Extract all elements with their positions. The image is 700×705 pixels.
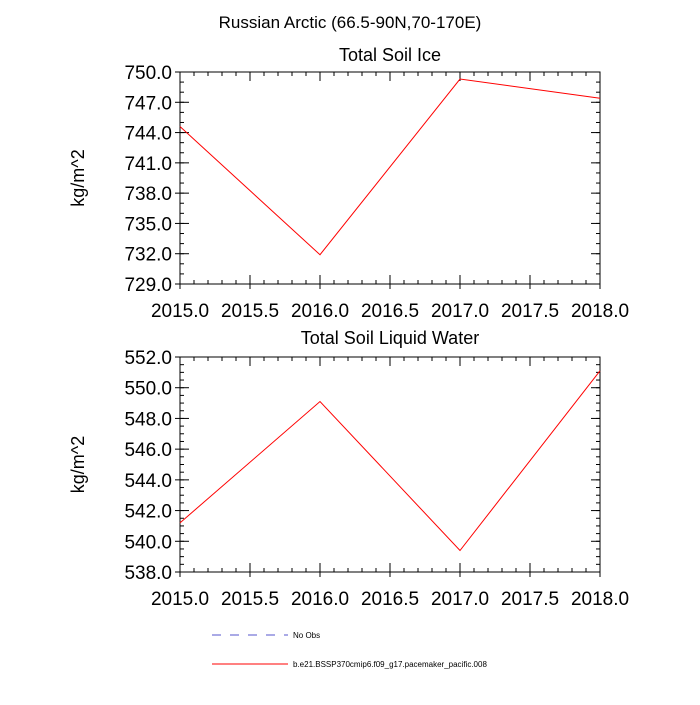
- panel-1-y-tick-label: 747.0: [124, 93, 172, 114]
- panel-2-y-tick-label: 548.0: [124, 409, 172, 430]
- panel-1-plot-frame: [179, 71, 601, 285]
- panel-1-y-tick-label: 732.0: [124, 245, 172, 266]
- panel-1-x-tick-label: 2015.5: [221, 301, 279, 322]
- panel-1-x-tick-label: 2017.0: [431, 301, 489, 322]
- panel-1-x-tick-label: 2015.0: [151, 301, 209, 322]
- panel-2-x-tick-label: 2017.5: [501, 589, 559, 610]
- figure-title: Russian Arctic (66.5-90N,70-170E): [219, 13, 482, 32]
- panel-2-x-tick-label: 2015.5: [221, 589, 279, 610]
- panel-2-x-tick-label: 2016.5: [361, 589, 419, 610]
- panel-2-y-tick-label: 542.0: [124, 502, 172, 523]
- panel-2-y-tick-label: 544.0: [124, 471, 172, 492]
- panel-2-x-tick-label: 2016.0: [291, 589, 349, 610]
- panel-1-x-tick-label: 2017.5: [501, 301, 559, 322]
- panel-2-plot-frame: [179, 356, 601, 573]
- panel-2-series-line: [179, 370, 601, 552]
- panel-1-x-tick-label: 2018.0: [571, 301, 629, 322]
- panel-2-y-tick-label: 538.0: [124, 563, 172, 584]
- panel-1-y-tick-label: 744.0: [124, 124, 172, 145]
- panel-1-y-tick-label: 738.0: [124, 184, 172, 205]
- panel-1-title: Total Soil Ice: [339, 45, 441, 65]
- panel-1-y-tick-label: 741.0: [124, 154, 172, 175]
- panel-1-x-tick-label: 2016.0: [291, 301, 349, 322]
- panel-2-y-axis-label: kg/m^2: [68, 436, 88, 493]
- panel-1-y-axis-label: kg/m^2: [68, 149, 88, 206]
- panel-1-series-line: [179, 78, 601, 256]
- panel-2-y-tick-label: 550.0: [124, 379, 172, 400]
- panel-2-x-tick-label: 2018.0: [571, 589, 629, 610]
- panel-2-x-tick-label: 2017.0: [431, 589, 489, 610]
- panel-1-y-tick-label: 729.0: [124, 275, 172, 296]
- panel-2-y-tick-label: 552.0: [124, 348, 172, 369]
- panel-2-y-tick-label: 546.0: [124, 440, 172, 461]
- panel-1-y-tick-label: 735.0: [124, 214, 172, 235]
- panel-1-y-tick-label: 750.0: [124, 63, 172, 84]
- panel-2-y-tick-label: 540.0: [124, 532, 172, 553]
- panel-2-title: Total Soil Liquid Water: [301, 328, 479, 348]
- panel-1-x-tick-label: 2016.5: [361, 301, 419, 322]
- legend-label-2: b.e21.BSSP370cmip6.f09_g17.pacemaker_pac…: [293, 660, 487, 669]
- legend-label-1: No Obs: [293, 631, 320, 640]
- panel-2-x-tick-label: 2015.0: [151, 589, 209, 610]
